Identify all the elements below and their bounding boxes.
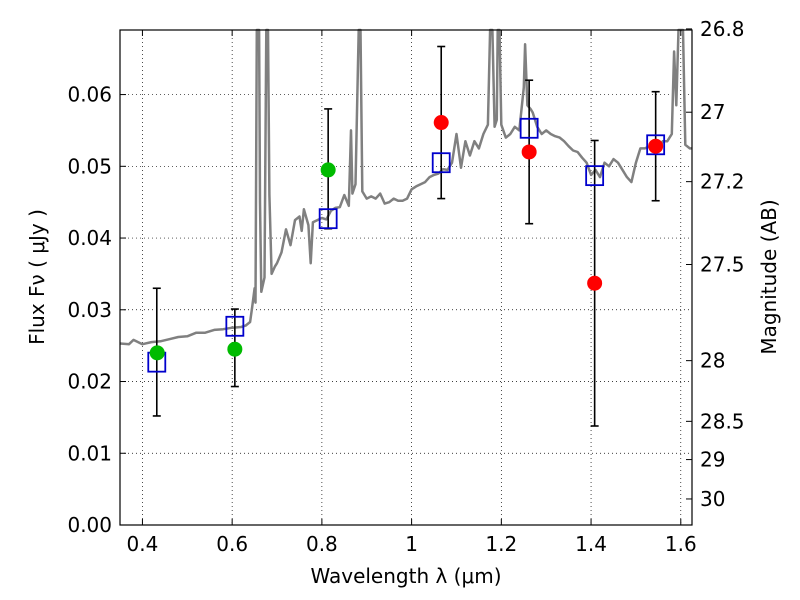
x-tick-label: 1.6 bbox=[665, 532, 697, 556]
blue-square-marker bbox=[519, 117, 539, 139]
blue-square-marker bbox=[225, 315, 245, 337]
x-tick-label: 0.8 bbox=[306, 532, 338, 556]
y-tick-label: 0.05 bbox=[67, 154, 112, 178]
right-tick-label: 29 bbox=[700, 448, 725, 472]
green-point bbox=[320, 162, 336, 178]
spectrum-line bbox=[119, 28, 692, 346]
blue-square-marker bbox=[646, 134, 666, 156]
plot-area bbox=[119, 28, 692, 427]
blue-square-marker bbox=[431, 152, 451, 174]
tick-marks bbox=[120, 28, 692, 526]
x-tick-label: 0.4 bbox=[127, 532, 159, 556]
green-point bbox=[149, 345, 165, 361]
right-tick-label: 28.5 bbox=[700, 409, 745, 433]
grid-lines bbox=[120, 30, 692, 526]
red-point bbox=[587, 275, 603, 291]
x-tick-labels: 0.4 0.6 0.8 1 1.2 1.4 1.6 bbox=[127, 532, 697, 556]
right-axis-label: Magnitude (AB) bbox=[757, 199, 781, 354]
blue-square-marker bbox=[585, 165, 605, 187]
blue-square-marker bbox=[318, 208, 338, 230]
x-tick-label: 1.4 bbox=[575, 532, 607, 556]
y-tick-label: 0.03 bbox=[67, 298, 112, 322]
axes-frame bbox=[119, 29, 693, 526]
y-tick-labels: 0.00 0.01 0.02 0.03 0.04 0.05 0.06 bbox=[67, 83, 112, 537]
x-tick-label: 1.2 bbox=[485, 532, 517, 556]
right-tick-label: 27 bbox=[700, 100, 725, 124]
right-tick-label: 27.5 bbox=[700, 253, 745, 277]
x-tick-label: 0.6 bbox=[216, 532, 248, 556]
right-tick-label: 28 bbox=[700, 349, 725, 373]
x-tick-label: 1 bbox=[405, 532, 418, 556]
x-axis-label: Wavelength λ (μm) bbox=[310, 564, 501, 588]
red-point bbox=[521, 144, 537, 160]
green-point bbox=[227, 341, 243, 357]
y-axis-label: Flux Fν ( μJy ) bbox=[25, 209, 49, 345]
right-tick-label: 30 bbox=[700, 487, 725, 511]
right-tick-labels: 26.8 27 27.2 27.5 28 28.5 29 30 bbox=[700, 17, 745, 511]
y-tick-label: 0.04 bbox=[67, 226, 112, 250]
red-point bbox=[433, 115, 449, 131]
y-tick-label: 0.02 bbox=[67, 370, 112, 394]
right-tick-label: 27.2 bbox=[700, 170, 745, 194]
y-tick-label: 0.01 bbox=[67, 441, 112, 465]
right-tick-label: 26.8 bbox=[700, 17, 745, 41]
red-point bbox=[648, 138, 664, 154]
y-tick-label: 0.00 bbox=[67, 513, 112, 537]
y-tick-label: 0.06 bbox=[67, 83, 112, 107]
